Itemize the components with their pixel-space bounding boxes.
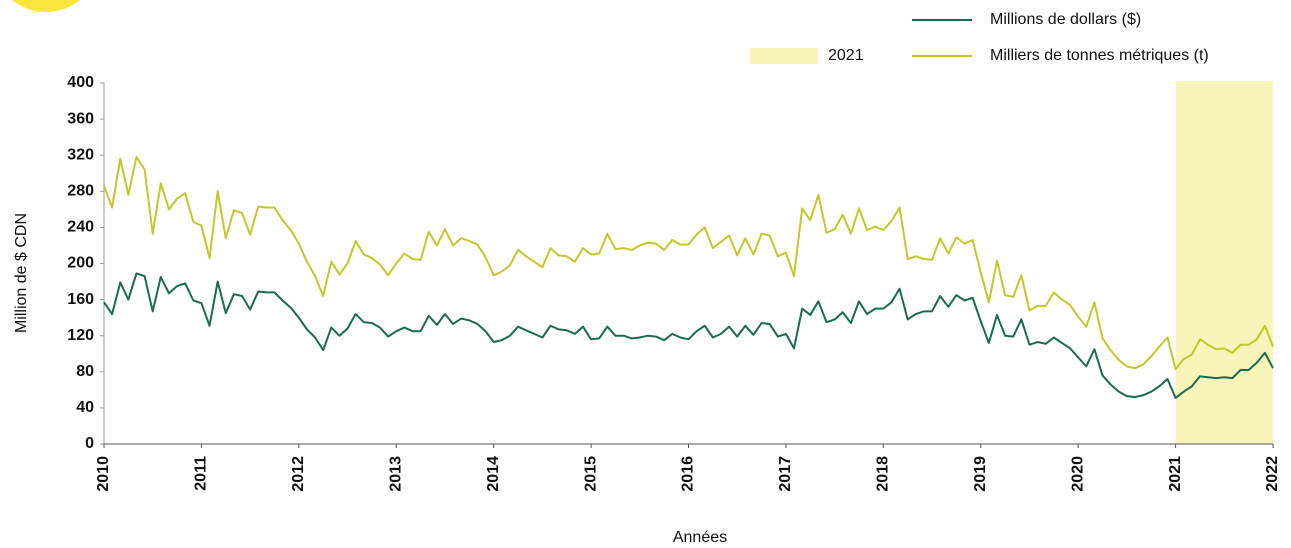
- series-line: [103, 272, 1274, 399]
- series-line: [103, 156, 1274, 371]
- y-axis-label: Million de $ CDN: [13, 213, 30, 333]
- x-tick-label: 2020: [1069, 456, 1086, 492]
- x-tick-label: 2022: [1264, 456, 1281, 492]
- decor-circle: [12, 0, 80, 12]
- x-tick-label: 2016: [680, 456, 697, 492]
- legend-label: 2021: [828, 47, 864, 64]
- y-tick-label: 120: [67, 327, 94, 344]
- y-tick-label: 240: [67, 219, 94, 236]
- x-tick-label: 2013: [387, 456, 404, 492]
- legend-swatch: [750, 48, 818, 64]
- y-tick-label: 200: [67, 255, 94, 272]
- x-tick-label: 2014: [485, 456, 502, 492]
- x-axis-label: Années: [673, 529, 727, 546]
- legend-label: Milliers de tonnes métriques (t): [990, 47, 1209, 64]
- x-tick-label: 2019: [972, 456, 989, 492]
- y-tick-label: 280: [67, 183, 94, 200]
- x-tick-label: 2018: [875, 456, 892, 492]
- y-tick-label: 360: [67, 110, 94, 127]
- x-tick-label: 2015: [582, 456, 599, 492]
- x-tick-label: 2021: [1167, 456, 1184, 492]
- y-tick-label: 320: [67, 146, 94, 163]
- x-tick-label: 2017: [777, 456, 794, 492]
- y-tick-label: 400: [67, 74, 94, 91]
- x-tick-label: 2010: [95, 456, 112, 492]
- x-tick-label: 2011: [193, 456, 210, 491]
- x-tick-label: 2012: [290, 456, 307, 492]
- legend-label: Millions de dollars ($): [990, 11, 1141, 28]
- y-tick-label: 0: [85, 435, 94, 452]
- highlight-band: [1175, 81, 1273, 444]
- y-tick-label: 80: [76, 363, 94, 380]
- y-tick-label: 160: [67, 291, 94, 308]
- y-tick-label: 40: [76, 399, 94, 416]
